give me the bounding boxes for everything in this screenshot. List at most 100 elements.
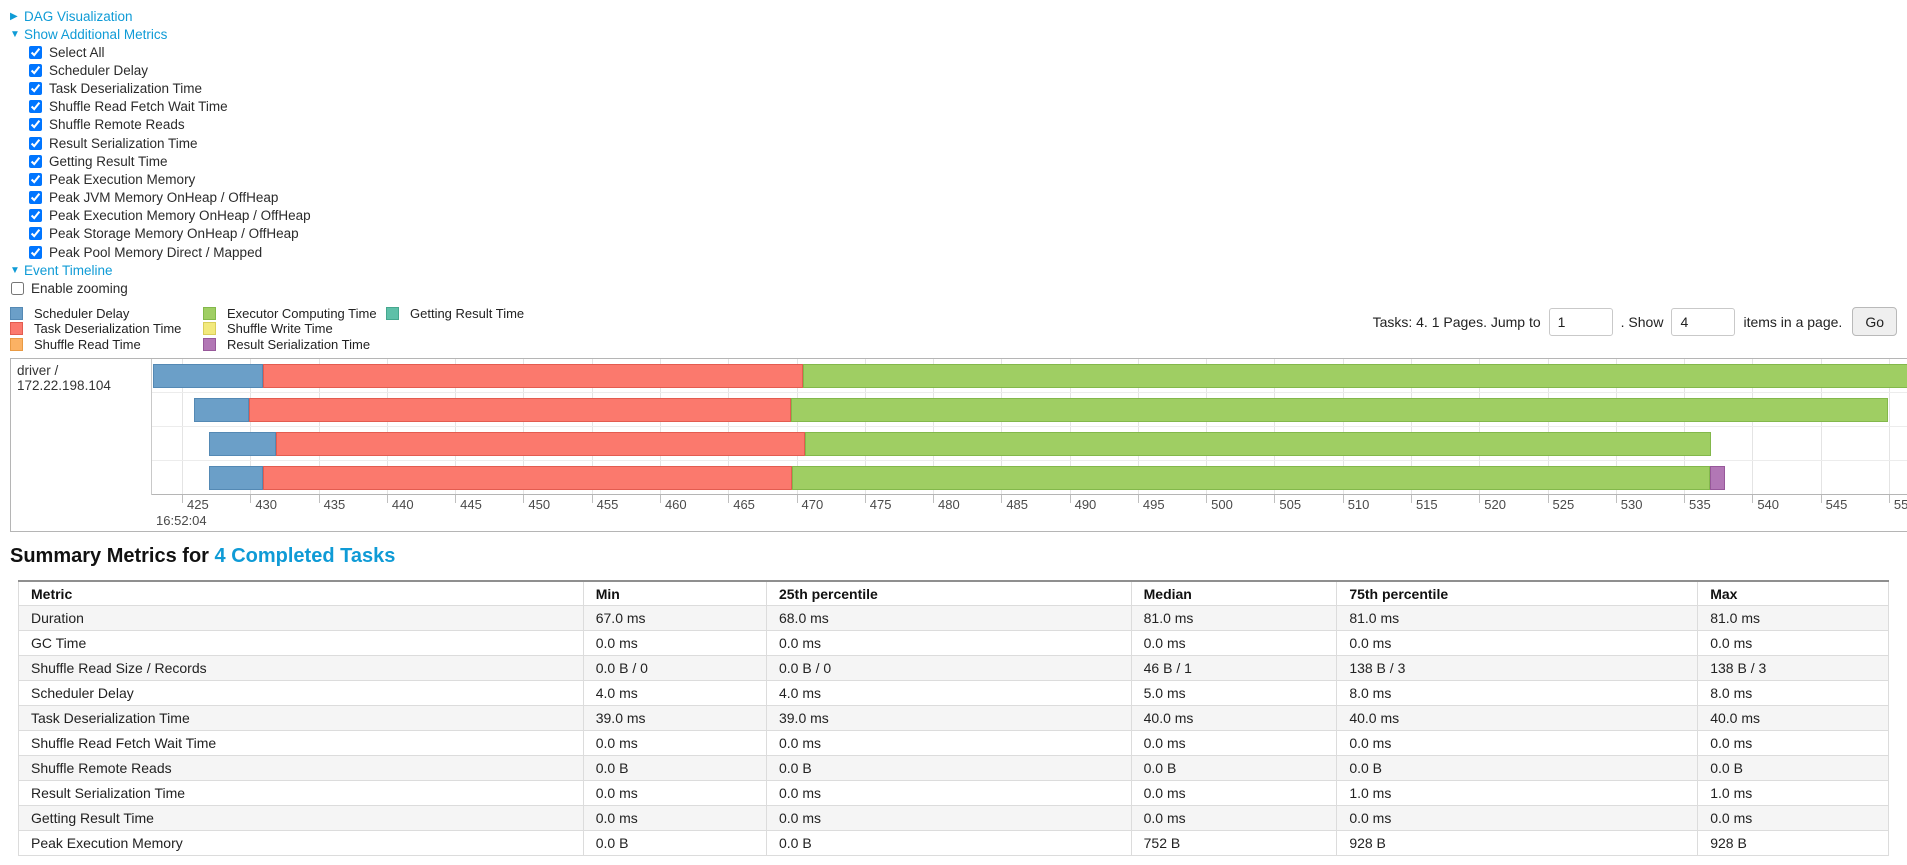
metric-value-cell: 0.0 ms: [1336, 805, 1699, 832]
metric-value-cell: 0.0 ms: [765, 805, 1132, 832]
metric-name-cell: Peak Execution Memory: [18, 830, 584, 857]
summary-table-row: Shuffle Remote Reads 0.0 B 0.0 B 0.0 B 0.0 B…: [18, 755, 1889, 782]
metric-name-cell: Duration: [18, 605, 584, 632]
legend-label: Result Serialization Time: [227, 336, 371, 352]
legend-item-getting-result-time: Getting Result Time: [386, 305, 524, 321]
metric-checkbox[interactable]: [29, 118, 42, 132]
timeline-segment-scheduler-delay[interactable]: [153, 363, 263, 388]
timeline-segment-scheduler-delay[interactable]: [209, 465, 263, 490]
executor-group-label: driver / 172.22.198.104: [11, 358, 152, 495]
axis-tick-label: 505: [1279, 496, 1302, 512]
metric-checkbox[interactable]: [29, 172, 42, 186]
jump-to-page-input[interactable]: [1548, 307, 1613, 336]
axis-tick: [1547, 494, 1549, 503]
legend-swatch-icon: [203, 337, 216, 351]
show-label: . Show: [1620, 313, 1664, 330]
axis-tick: [1684, 494, 1686, 503]
timeline-segment-task-deserialization-time[interactable]: [276, 431, 805, 456]
timeline-segment-result-serialization-time[interactable]: [1710, 465, 1726, 490]
legend-item-scheduler-delay: Scheduler Delay: [10, 305, 203, 321]
timeline-task-row-3: [152, 427, 1907, 461]
timeline-segment-executor-computing-time[interactable]: [791, 397, 1888, 422]
axis-tick-label: 445: [460, 496, 482, 512]
metric-value-cell: 0.0 ms: [1130, 730, 1338, 757]
items-per-page-input[interactable]: [1671, 307, 1736, 336]
metric-value-cell: 0.0 B / 0: [765, 655, 1132, 682]
metric-checkbox[interactable]: [29, 100, 42, 114]
metric-value-cell: 0.0 B: [765, 830, 1132, 857]
dag-visualization-toggle[interactable]: ▶ DAG Visualization: [10, 7, 1907, 25]
metric-checkbox-label: Select All: [49, 44, 105, 60]
caret-down-icon: ▼: [10, 28, 20, 40]
summary-table-row: GC Time 0.0 ms 0.0 ms 0.0 ms 0.0 ms 0.0 ms: [18, 630, 1889, 657]
show-additional-metrics-label: Show Additional Metrics: [24, 26, 168, 42]
legend-item-result-serialization-time: Result Serialization Time: [203, 336, 386, 352]
metric-checkbox[interactable]: [29, 81, 42, 95]
show-additional-metrics-toggle[interactable]: ▼ Show Additional Metrics: [10, 25, 1907, 43]
axis-tick-label: 490: [1074, 496, 1097, 512]
axis-tick: [1206, 494, 1208, 503]
metric-value-cell: 752 B: [1130, 830, 1338, 857]
summary-column-header: Metric: [18, 580, 584, 607]
tasks-count-text: Tasks: 4. 1 Pages. Jump to: [1372, 313, 1541, 330]
timeline-segment-task-deserialization-time[interactable]: [262, 363, 804, 388]
stage-controls: ▶ DAG Visualization ▼ Show Additional Me…: [0, 0, 1907, 297]
axis-tick-label: 510: [1347, 496, 1370, 512]
timeline-legend: Scheduler Delay Task Deserialization Time…: [10, 305, 524, 352]
metric-checkbox-row: Scheduler Delay: [10, 61, 1907, 79]
enable-zooming-row: Enable zooming: [10, 279, 1907, 297]
timeline-segment-executor-computing-time[interactable]: [804, 431, 1712, 456]
metric-checkbox-label: Getting Result Time: [49, 153, 168, 169]
timeline-header: Scheduler Delay Task Deserialization Time…: [10, 305, 1897, 352]
enable-zooming-checkbox[interactable]: [11, 281, 24, 295]
timeline-segment-scheduler-delay[interactable]: [209, 431, 277, 456]
timeline-segment-executor-computing-time[interactable]: [792, 465, 1710, 490]
metric-checkbox[interactable]: [29, 154, 42, 168]
metric-checkbox-label: Result Serialization Time: [49, 135, 198, 151]
axis-tick: [1137, 494, 1139, 503]
metric-value-cell: 0.0 B: [765, 755, 1132, 782]
metric-name-cell: Shuffle Remote Reads: [18, 755, 584, 782]
axis-tick: [1752, 494, 1754, 503]
metric-value-cell: 1.0 ms: [1697, 780, 1889, 807]
metric-name-cell: GC Time: [18, 630, 584, 657]
metric-checkbox[interactable]: [29, 209, 42, 223]
metric-checkbox-row: Getting Result Time: [10, 152, 1907, 170]
metric-checkbox[interactable]: [29, 136, 42, 150]
metric-value-cell: 39.0 ms: [582, 705, 767, 732]
dag-visualization-label: DAG Visualization: [24, 8, 133, 24]
metric-checkbox-label: Scheduler Delay: [49, 62, 149, 78]
metric-value-cell: 81.0 ms: [1697, 605, 1889, 632]
axis-tick-label: 535: [1689, 496, 1711, 512]
metric-checkbox[interactable]: [29, 191, 42, 205]
metric-checkbox[interactable]: [29, 63, 42, 77]
event-timeline-label: Event Timeline: [24, 262, 113, 278]
go-button[interactable]: Go: [1852, 307, 1897, 337]
event-timeline-toggle[interactable]: ▼ Event Timeline: [10, 261, 1907, 279]
metric-checkbox[interactable]: [29, 227, 42, 241]
metric-value-cell: 0.0 ms: [1130, 805, 1338, 832]
completed-tasks-link[interactable]: 4 Completed Tasks: [214, 544, 396, 567]
axis-tick: [1615, 494, 1617, 503]
summary-table-row: Getting Result Time 0.0 ms 0.0 ms 0.0 ms 0.0…: [18, 805, 1889, 832]
timeline-segment-scheduler-delay[interactable]: [194, 397, 249, 422]
metric-checkbox[interactable]: [29, 45, 42, 59]
timeline-segment-task-deserialization-time[interactable]: [262, 465, 793, 490]
caret-right-icon: ▶: [10, 10, 18, 22]
metric-value-cell: 39.0 ms: [765, 705, 1132, 732]
items-per-page-label: items in a page.: [1743, 313, 1843, 330]
axis-tick-label: 425: [187, 496, 209, 512]
axis-tick: [659, 494, 661, 503]
axis-tick: [1274, 494, 1276, 503]
summary-heading-text: Summary Metrics for: [10, 544, 215, 567]
metric-checkbox[interactable]: [29, 245, 42, 259]
axis-tick: [455, 494, 457, 503]
timeline-segment-task-deserialization-time[interactable]: [248, 397, 792, 422]
legend-swatch-icon: [203, 322, 216, 336]
axis-tick: [1342, 494, 1344, 503]
timeline-segment-executor-computing-time[interactable]: [803, 363, 1907, 388]
metric-value-cell: 138 B / 3: [1336, 655, 1699, 682]
metric-value-cell: 0.0 B / 0: [582, 655, 767, 682]
metric-name-cell: Scheduler Delay: [18, 680, 584, 707]
axis-tick: [728, 494, 730, 503]
